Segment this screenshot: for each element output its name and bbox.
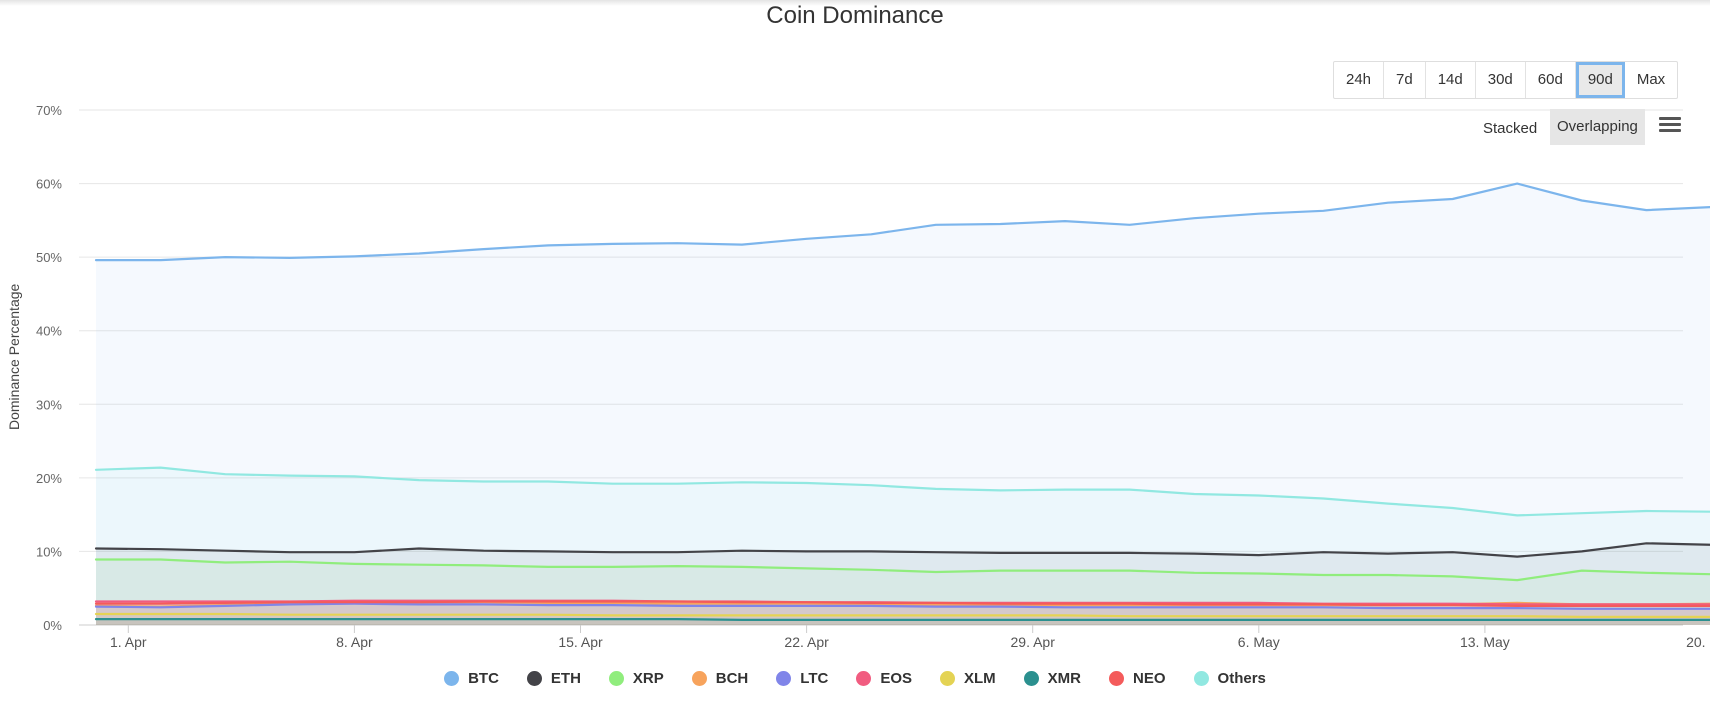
legend-item-eth[interactable]: ETH	[526, 670, 581, 687]
series-line-others	[94, 466, 1710, 517]
x-tick-label: 15. Apr	[558, 634, 603, 650]
overlapping-mode-button[interactable]: Overlapping	[1550, 109, 1645, 145]
series-line-xmr	[94, 617, 1710, 622]
x-tick-label: 13. May	[1460, 634, 1510, 650]
legend-label: BCH	[715, 670, 749, 687]
legend-marker-icon	[1193, 671, 1209, 686]
x-tick-label: 6. May	[1238, 634, 1280, 650]
series-line-ltc	[94, 602, 1710, 610]
legend-label: LTC	[800, 670, 829, 687]
area-xrp	[96, 559, 1710, 625]
legend-marker-icon	[856, 671, 872, 686]
legend-marker-icon	[608, 671, 624, 686]
area-others	[96, 467, 1710, 625]
legend-item-eos[interactable]: EOS	[856, 670, 912, 687]
legend-label: XRP	[632, 670, 664, 687]
y-tick-label: 50%	[36, 250, 62, 265]
legend-label: EOS	[880, 670, 912, 687]
legend-label: XMR	[1047, 670, 1082, 687]
series-line-eth	[94, 542, 1710, 558]
legend-marker-icon	[444, 671, 460, 686]
legend-label: BTC	[468, 670, 499, 687]
legend-item-others[interactable]: Others	[1193, 670, 1266, 687]
y-tick-label: 0%	[43, 618, 62, 633]
range-60d-button[interactable]: 60d	[1526, 62, 1576, 98]
legend-item-xmr[interactable]: XMR	[1023, 670, 1082, 687]
y-tick-label: 20%	[36, 471, 62, 486]
series-line-xlm	[94, 612, 1710, 619]
x-tick-label: 8. Apr	[336, 634, 373, 650]
range-90d-button[interactable]: 90d	[1575, 62, 1625, 98]
range-30d-button[interactable]: 30d	[1476, 62, 1526, 98]
series-line-neo	[94, 600, 1710, 608]
y-tick-label: 40%	[36, 324, 62, 339]
legend-marker-icon	[776, 671, 792, 686]
legend-marker-icon	[940, 671, 955, 686]
legend-marker-icon	[691, 671, 707, 686]
y-tick-label: 30%	[36, 397, 62, 412]
legend: BTC ETH XRP BCH LTC EOS XLM XMR NEO Others	[0, 670, 1710, 687]
legend-marker-icon	[526, 671, 542, 686]
chart-title: Coin Dominance	[766, 2, 944, 29]
legend-item-ltc[interactable]: LTC	[776, 670, 828, 687]
legend-item-xrp[interactable]: XRP	[608, 670, 664, 687]
legend-item-btc[interactable]: BTC	[444, 670, 499, 687]
range-7d-button[interactable]: 7d	[1384, 62, 1426, 98]
x-tick-label: 22. Apr	[784, 634, 829, 650]
hamburger-menu-icon[interactable]	[1657, 114, 1683, 136]
legend-label: Others	[1217, 670, 1266, 687]
top-shadow	[0, 0, 1710, 6]
legend-marker-icon	[1109, 671, 1125, 686]
legend-marker-icon	[1023, 671, 1039, 686]
range-max-button[interactable]: Max	[1636, 71, 1666, 88]
legend-item-bch[interactable]: BCH	[691, 670, 749, 687]
legend-label: NEO	[1133, 670, 1166, 687]
range-24h-button[interactable]: 24h	[1334, 62, 1385, 98]
range-14d-button[interactable]: 14d	[1426, 62, 1476, 98]
range-selector: 24h 7d 14d 30d 60d 90d Max	[1333, 61, 1679, 99]
x-tick-label: 1. Apr	[110, 634, 147, 650]
legend-label: XLM	[964, 670, 996, 687]
y-tick-label: 10%	[36, 544, 62, 559]
legend-item-neo[interactable]: NEO	[1109, 670, 1166, 687]
stacked-mode-button[interactable]: Stacked	[1483, 120, 1538, 137]
area-btc	[96, 183, 1710, 625]
legend-label: ETH	[550, 670, 581, 687]
x-tick-label: 20. May	[1686, 634, 1710, 650]
legend-item-xlm[interactable]: XLM	[940, 670, 996, 687]
series-line-btc	[94, 182, 1710, 262]
y-tick-label: 70%	[36, 103, 62, 118]
y-tick-label: 60%	[36, 177, 62, 192]
x-tick-label: 29. Apr	[1011, 634, 1056, 650]
series-line-xrp	[94, 558, 1710, 582]
